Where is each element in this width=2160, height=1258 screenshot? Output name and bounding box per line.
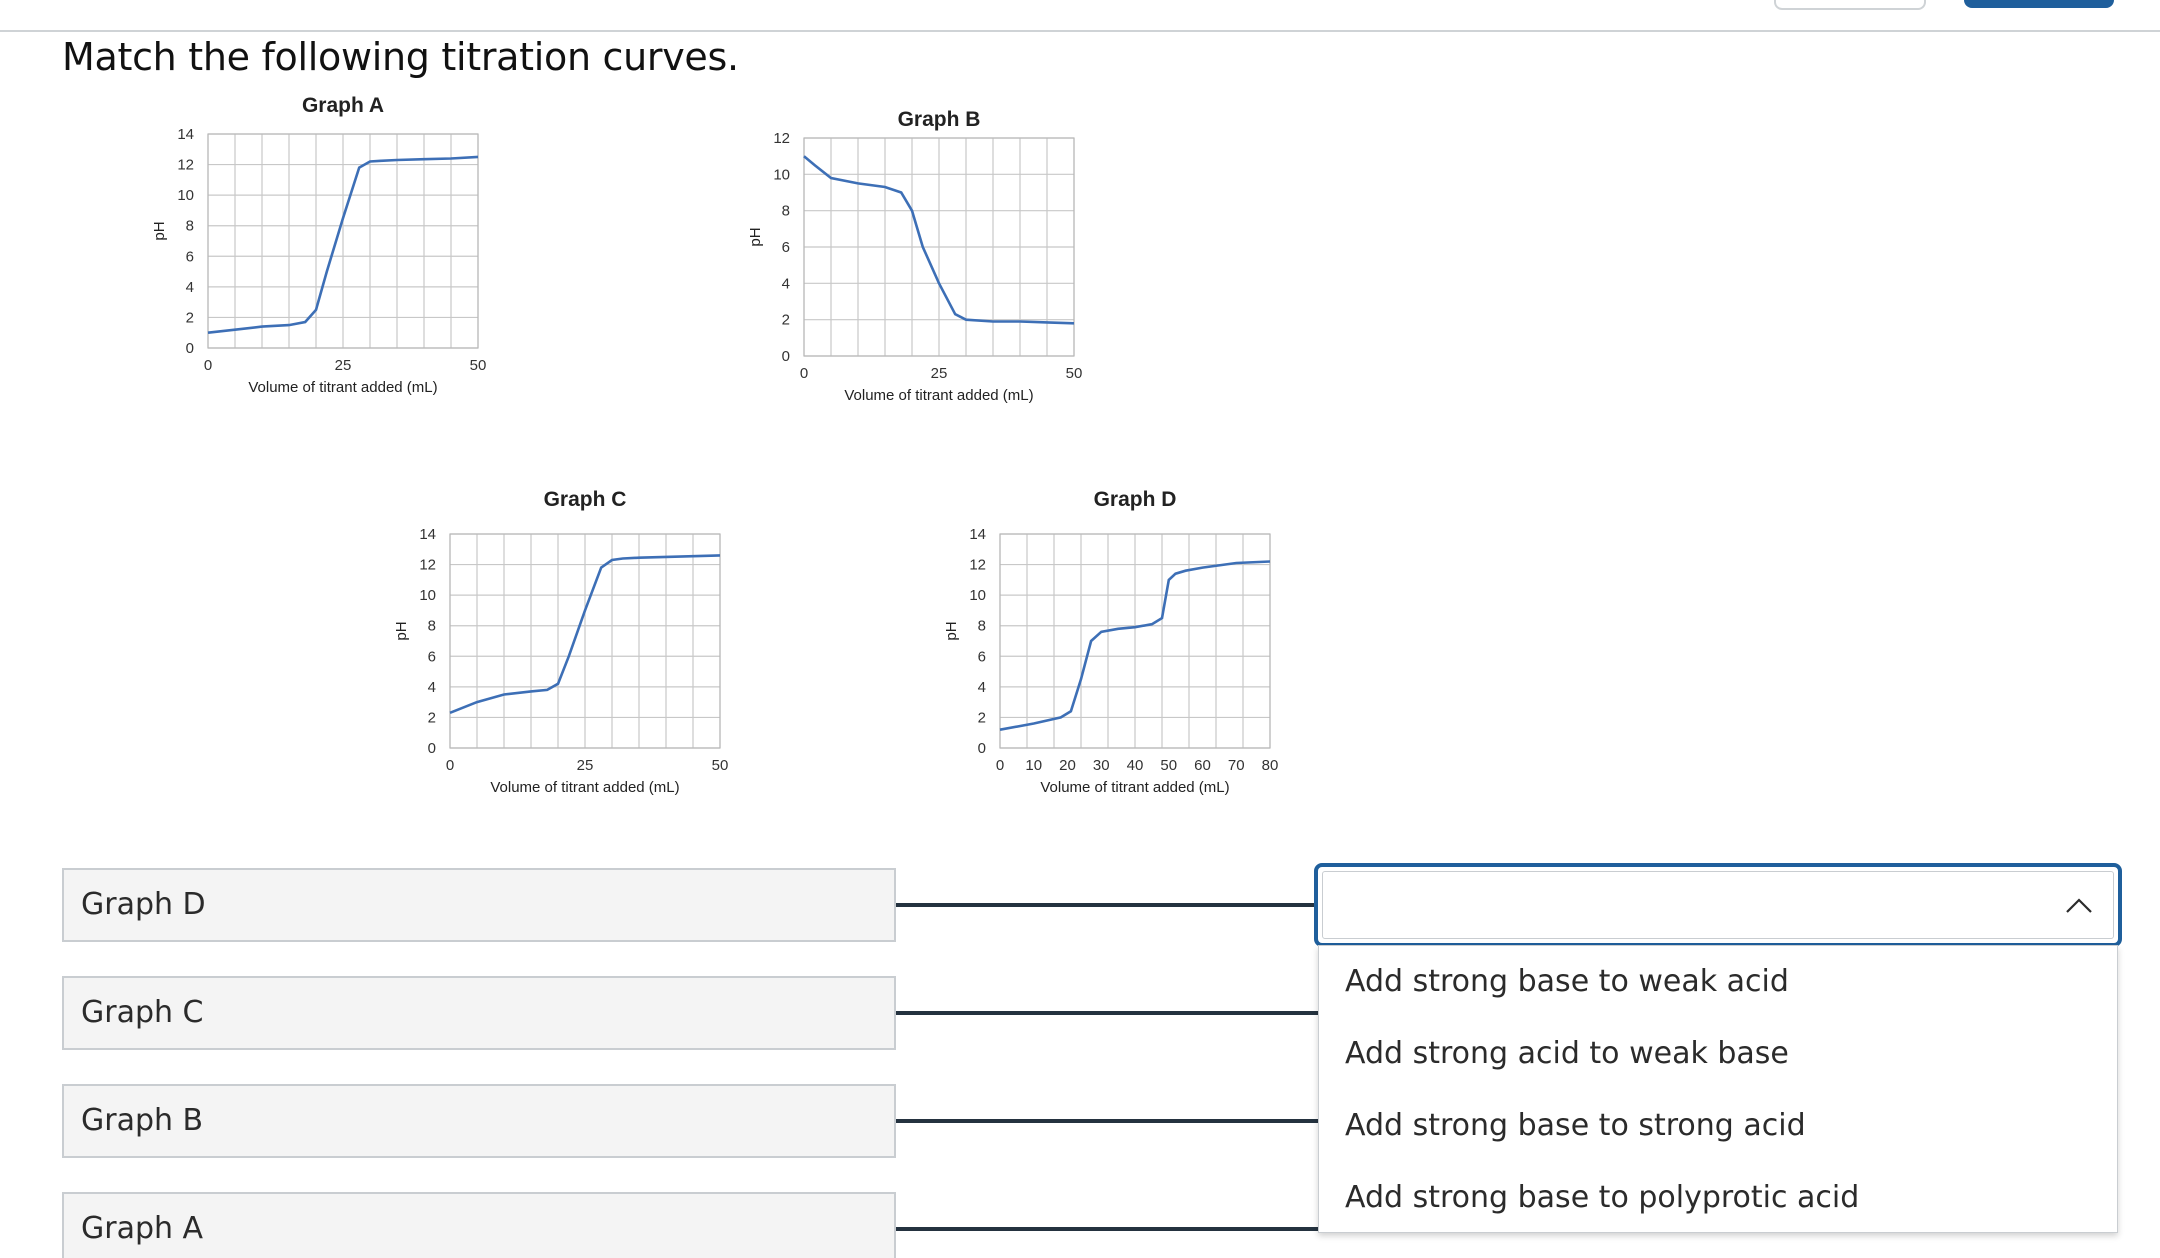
option-strong-base-strong-acid[interactable]: Add strong base to strong acid <box>1345 1108 1806 1143</box>
y-tick-label: 12 <box>177 157 194 174</box>
x-tick-label: 50 <box>470 357 487 374</box>
y-tick-label: 4 <box>186 279 194 296</box>
x-tick-label: 40 <box>1127 757 1144 774</box>
x-tick-label: 50 <box>1160 757 1177 774</box>
x-tick-label: 25 <box>335 357 352 374</box>
match-prompt-graph-a: Graph A <box>62 1192 896 1258</box>
plot-frame <box>449 533 721 749</box>
y-tick-label: 12 <box>969 557 986 574</box>
select-inner <box>1322 871 2114 939</box>
y-axis-label: pH <box>393 621 410 640</box>
option-strong-base-polyprotic-acid[interactable]: Add strong base to polyprotic acid <box>1345 1180 1860 1215</box>
match-prompt-graph-d: Graph D <box>62 868 896 942</box>
graph-d-chart: Graph D 0 2 4 6 8 10 12 14 0 10 20 30 40 50 60 70 80 Volum… <box>940 482 1300 802</box>
x-tick-label: 70 <box>1228 757 1245 774</box>
chart-title: Graph B <box>898 108 981 131</box>
x-axis-label: Volume of titrant added (mL) <box>490 779 679 796</box>
plot-frame <box>999 533 1271 749</box>
y-tick-label: 8 <box>978 618 986 635</box>
secondary-top-button[interactable] <box>1774 0 1926 10</box>
y-tick-label: 4 <box>782 275 790 292</box>
option-strong-base-weak-acid[interactable]: Add strong base to weak acid <box>1345 964 1789 999</box>
chart-title: Graph D <box>1094 488 1177 511</box>
x-tick-label: 0 <box>996 757 1004 774</box>
answer-select-graph-d[interactable] <box>1314 863 2122 947</box>
titration-curve <box>803 155 1075 325</box>
y-tick-label: 14 <box>969 526 986 543</box>
x-tick-label: 0 <box>800 365 808 382</box>
x-axis-label: Volume of titrant added (mL) <box>248 379 437 396</box>
x-tick-label: 50 <box>712 757 729 774</box>
chart-title: Graph C <box>544 488 627 511</box>
x-tick-label: 60 <box>1194 757 1211 774</box>
primary-top-button[interactable] <box>1964 0 2114 8</box>
header-divider <box>0 30 2160 32</box>
question-title: Match the following titration curves. <box>62 35 739 79</box>
y-tick-label: 2 <box>782 312 790 329</box>
x-tick-label: 20 <box>1059 757 1076 774</box>
y-tick-label: 0 <box>782 348 790 365</box>
match-connector <box>896 903 1320 907</box>
answer-dropdown-menu: Add strong base to weak acid Add strong … <box>1318 945 2118 1233</box>
x-axis-label: Volume of titrant added (mL) <box>1040 779 1229 796</box>
y-tick-label: 0 <box>978 740 986 757</box>
match-connector <box>896 1227 1320 1231</box>
y-tick-label: 10 <box>773 166 790 183</box>
y-tick-label: 6 <box>782 239 790 256</box>
x-tick-label: 10 <box>1025 757 1042 774</box>
x-tick-label: 25 <box>577 757 594 774</box>
y-tick-label: 0 <box>428 740 436 757</box>
plot-frame <box>207 133 479 349</box>
option-strong-acid-weak-base[interactable]: Add strong acid to weak base <box>1345 1036 1789 1071</box>
y-tick-label: 12 <box>773 130 790 147</box>
y-tick-label: 4 <box>428 679 436 696</box>
y-tick-label: 4 <box>978 679 986 696</box>
y-tick-label: 2 <box>186 309 194 326</box>
titration-curve <box>999 560 1271 731</box>
x-tick-label: 80 <box>1262 757 1279 774</box>
chart-title: Graph A <box>302 94 384 117</box>
y-axis-label: pH <box>151 221 168 240</box>
y-tick-label: 12 <box>419 557 436 574</box>
y-tick-label: 2 <box>978 709 986 726</box>
y-tick-label: 0 <box>186 340 194 357</box>
x-tick-label: 25 <box>931 365 948 382</box>
x-tick-label: 0 <box>204 357 212 374</box>
graph-c-chart: Graph C 0 2 4 6 8 10 12 14 0 25 50 Volume of titrant… <box>390 482 750 802</box>
y-tick-label: 10 <box>419 587 436 604</box>
y-tick-label: 14 <box>177 126 194 143</box>
match-connector <box>896 1011 1320 1015</box>
match-prompt-graph-b: Graph B <box>62 1084 896 1158</box>
plot-frame <box>803 137 1075 357</box>
titration-curve <box>207 155 479 334</box>
match-prompt-graph-c: Graph C <box>62 976 896 1050</box>
graph-a-chart: Graph A 0 2 4 6 8 10 12 14 0 25 50 Volume of titrant… <box>148 88 508 408</box>
y-tick-label: 2 <box>428 709 436 726</box>
y-tick-label: 8 <box>782 203 790 220</box>
x-tick-label: 0 <box>446 757 454 774</box>
x-tick-label: 30 <box>1093 757 1110 774</box>
y-tick-label: 8 <box>186 218 194 235</box>
match-connector <box>896 1119 1320 1123</box>
y-axis-label: pH <box>747 227 764 246</box>
titration-curve <box>449 554 721 715</box>
y-tick-label: 6 <box>186 248 194 265</box>
x-tick-label: 50 <box>1066 365 1083 382</box>
y-tick-label: 10 <box>177 187 194 204</box>
y-axis-label: pH <box>943 621 960 640</box>
y-tick-label: 8 <box>428 618 436 635</box>
y-tick-label: 10 <box>969 587 986 604</box>
graph-b-chart: Graph B 0 2 4 6 8 10 12 0 25 50 Volume of titrant a… <box>744 102 1104 422</box>
chevron-up-icon[interactable] <box>2064 891 2094 921</box>
y-tick-label: 14 <box>419 526 436 543</box>
y-tick-label: 6 <box>978 648 986 665</box>
y-tick-label: 6 <box>428 648 436 665</box>
x-axis-label: Volume of titrant added (mL) <box>844 387 1033 404</box>
